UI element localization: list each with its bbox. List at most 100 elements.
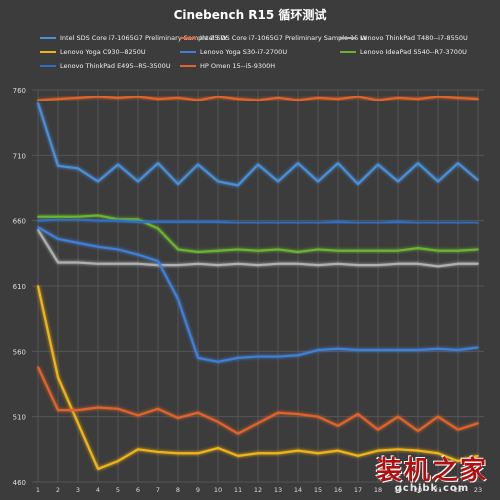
data-point xyxy=(157,260,159,263)
data-point xyxy=(177,298,179,300)
y-tick-label: 660 xyxy=(13,218,26,226)
data-point xyxy=(437,249,439,252)
data-point xyxy=(437,415,439,418)
data-point xyxy=(477,248,479,251)
data-point xyxy=(117,219,119,222)
x-tick-label: 20 xyxy=(414,486,422,494)
legend-item: HP Omen 15--i5-9300H xyxy=(180,62,275,70)
chart-title: Cinebench R15 循环测试 xyxy=(173,8,327,22)
legend-swatch xyxy=(180,37,196,39)
data-point xyxy=(217,360,219,363)
legend-item: Lenovo Yoga S30-i7-2700U xyxy=(180,48,287,56)
data-point xyxy=(317,415,319,418)
data-point xyxy=(377,222,379,225)
data-point xyxy=(277,411,279,414)
data-point xyxy=(37,219,39,222)
data-point xyxy=(157,264,159,266)
data-point xyxy=(357,264,359,266)
data-point xyxy=(177,248,179,251)
x-tick-label: 3 xyxy=(76,486,80,494)
data-point xyxy=(337,162,339,165)
data-point xyxy=(297,99,299,102)
data-point xyxy=(277,452,279,455)
data-point xyxy=(157,162,159,165)
x-tick-label: 1 xyxy=(36,486,40,494)
y-tick-label: 460 xyxy=(13,479,26,487)
data-point xyxy=(77,422,79,425)
data-point xyxy=(317,96,319,99)
x-tick-label: 11 xyxy=(234,486,242,494)
data-point xyxy=(417,247,419,250)
data-point xyxy=(237,262,239,265)
legend-label: Lenovo IdeaPad S540--R7-3700U xyxy=(360,48,467,56)
data-point xyxy=(237,222,239,225)
data-point xyxy=(477,98,479,101)
data-point xyxy=(417,430,419,432)
data-point xyxy=(297,449,299,452)
y-tick-label: 710 xyxy=(13,152,26,160)
data-point xyxy=(57,376,59,379)
legend-label: Lenovo Yoga C930--8250U xyxy=(60,48,146,56)
data-point xyxy=(137,448,139,451)
data-point xyxy=(417,162,419,165)
data-point xyxy=(357,349,359,351)
data-point xyxy=(157,98,159,101)
data-point xyxy=(197,163,199,166)
data-point xyxy=(137,221,139,223)
data-point xyxy=(357,222,359,225)
legend-item: Lenovo ThinkPad E495--R5-3500U xyxy=(40,62,171,70)
data-point xyxy=(257,163,259,166)
data-point xyxy=(357,249,359,252)
data-point xyxy=(377,264,379,266)
data-point xyxy=(217,249,219,252)
data-point xyxy=(257,264,259,266)
data-point xyxy=(277,96,279,99)
data-point xyxy=(357,183,359,185)
data-point xyxy=(297,413,299,415)
data-point xyxy=(177,221,179,223)
legend-item: Lenovo IdeaPad S540--R7-3700U xyxy=(340,48,467,56)
data-point xyxy=(237,432,239,435)
legend-label: Intel SDS Core i7-1065G7 Preliminary Sam… xyxy=(200,34,367,42)
data-point xyxy=(237,184,239,187)
data-point xyxy=(37,102,39,104)
data-point xyxy=(217,180,219,183)
x-tick-label: 9 xyxy=(196,486,200,494)
data-point xyxy=(137,218,139,221)
data-point xyxy=(37,226,39,229)
data-point xyxy=(477,346,479,349)
data-point xyxy=(337,221,339,223)
x-tick-label: 22 xyxy=(454,486,462,494)
data-point xyxy=(177,417,179,419)
x-tick-label: 5 xyxy=(116,486,120,494)
x-tick-label: 2 xyxy=(56,486,60,494)
data-point xyxy=(137,180,139,183)
data-point xyxy=(277,248,279,251)
data-point xyxy=(277,262,279,265)
data-point xyxy=(357,454,359,457)
data-point xyxy=(197,99,199,102)
data-point xyxy=(337,249,339,252)
data-point xyxy=(237,248,239,251)
data-point xyxy=(377,349,379,351)
data-point xyxy=(257,355,259,358)
data-point xyxy=(57,98,59,101)
data-point xyxy=(177,183,179,185)
data-point xyxy=(377,99,379,102)
data-point xyxy=(97,95,99,98)
data-point xyxy=(297,262,299,265)
data-point xyxy=(357,413,359,415)
legend-swatch xyxy=(40,51,56,53)
data-point xyxy=(77,261,79,264)
legend-label: Lenovo ThinkPad T480--i7-8550U xyxy=(360,34,468,42)
data-point xyxy=(377,428,379,431)
data-point xyxy=(177,452,179,455)
legend-item: Lenovo ThinkPad T480--i7-8550U xyxy=(340,34,468,42)
data-point xyxy=(277,180,279,183)
data-point xyxy=(257,99,259,102)
data-point xyxy=(457,262,459,265)
x-tick-label: 10 xyxy=(214,486,222,494)
data-point xyxy=(317,349,319,351)
data-point xyxy=(37,228,39,231)
